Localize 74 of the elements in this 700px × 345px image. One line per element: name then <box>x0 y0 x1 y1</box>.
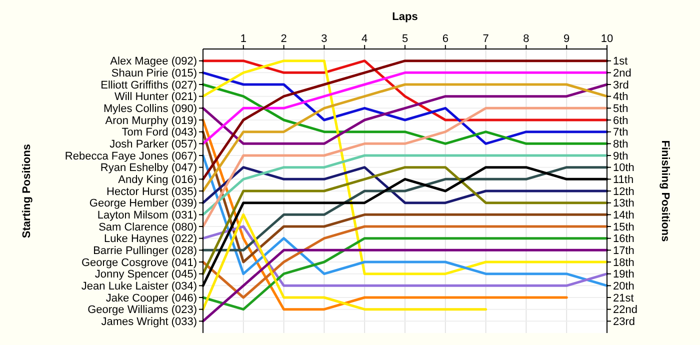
text: Aron Murphy (019) <box>105 114 197 127</box>
text: Sam Clarence (080) <box>98 221 197 234</box>
y2-tick-label: 8th <box>613 138 628 151</box>
text: Alex Magee (092) <box>110 56 197 68</box>
text: Jean Luke Laister (034) <box>81 280 197 293</box>
line-series <box>202 118 568 311</box>
x-axis-title: Laps <box>392 11 418 23</box>
line-series <box>202 71 608 145</box>
x-tick-label: 9 <box>564 33 570 45</box>
line-series <box>202 166 608 252</box>
y2-tick-label: 21st <box>613 292 634 304</box>
text: Andy King (016) <box>118 174 197 186</box>
text: Josh Parker (057) <box>110 138 197 151</box>
y2-tick-label: 6th <box>613 114 628 127</box>
y2-axis-title: Finishing Positions <box>659 140 671 242</box>
text: Ryan Eshelby (047) <box>100 162 197 174</box>
text: George Williams (023) <box>88 304 197 316</box>
text: Hector Hurst (035) <box>106 186 197 198</box>
text: Will Hunter (021) <box>114 91 197 104</box>
y2-tick-label: 23rd <box>613 316 636 328</box>
y2-tick-label: 7th <box>613 126 628 139</box>
x-tick-label: 2 <box>280 33 287 45</box>
y2-tick-label: 1st <box>613 56 628 68</box>
text: Luke Haynes (022) <box>104 233 197 246</box>
line-series <box>202 106 608 228</box>
x-tick-label: 6 <box>442 33 448 45</box>
line-series <box>202 83 608 145</box>
y2-tick-label: 18th <box>613 256 634 269</box>
text: Tom Ford (043) <box>122 126 197 139</box>
y2-tick-label: 5th <box>613 103 628 116</box>
y2-tick-label: 15th <box>613 221 634 234</box>
y2-tick-label: 11th <box>613 174 634 186</box>
text: Starting Positions <box>21 144 33 238</box>
text: Layton Milsom (031) <box>97 210 197 222</box>
y2-tick-label: 20th <box>613 280 634 293</box>
line-series <box>202 166 608 204</box>
text: Jake Cooper (046) <box>106 292 197 304</box>
x-tick-label: 10 <box>600 33 614 45</box>
text: Elliott Griffiths (027) <box>100 79 197 92</box>
y2-tick-label: 19th <box>613 268 634 281</box>
y2-tick-label: 22nd <box>613 304 638 316</box>
x-tick-label: 5 <box>402 33 408 45</box>
line-series <box>202 60 608 180</box>
text: Myles Collins (090) <box>103 103 197 116</box>
text: Barrie Pullinger (028) <box>93 245 197 258</box>
line-series <box>202 225 608 287</box>
line-series <box>202 60 608 276</box>
x-tick-label: 7 <box>482 33 489 45</box>
y2-tick-label: 13th <box>613 198 634 210</box>
text: Jonny Spencer (045) <box>94 268 197 281</box>
y2-tick-label: 4th <box>613 91 628 104</box>
text: George Hember (039) <box>89 198 197 210</box>
x-tick-label: 3 <box>321 33 328 45</box>
y2-tick-label: 10th <box>613 162 634 174</box>
y2-tick-label: 12th <box>613 186 634 198</box>
line-series <box>202 83 608 192</box>
y2-tick-label: 14th <box>613 210 634 222</box>
x-tick-label: 4 <box>362 33 368 45</box>
y2-tick-label: 2nd <box>613 68 632 80</box>
text: Shaun Pirie (015) <box>111 68 197 80</box>
text: James Wright (033) <box>101 316 197 328</box>
line-series <box>202 225 608 299</box>
x-tick-label: 8 <box>523 33 530 45</box>
line-series <box>202 60 608 122</box>
y2-tick-label: 9th <box>613 150 628 162</box>
text: Rebecca Faye Jones (067) <box>64 150 197 162</box>
y2-tick-label: 3rd <box>613 79 629 92</box>
line-series <box>202 237 608 311</box>
line-series <box>202 130 608 264</box>
text: George Cosgrove (041) <box>81 256 197 269</box>
y2-tick-label: 16th <box>613 233 634 246</box>
line-series <box>202 154 608 216</box>
x-tick-label: 1 <box>240 33 246 45</box>
y2-tick-label: 17th <box>613 245 634 258</box>
